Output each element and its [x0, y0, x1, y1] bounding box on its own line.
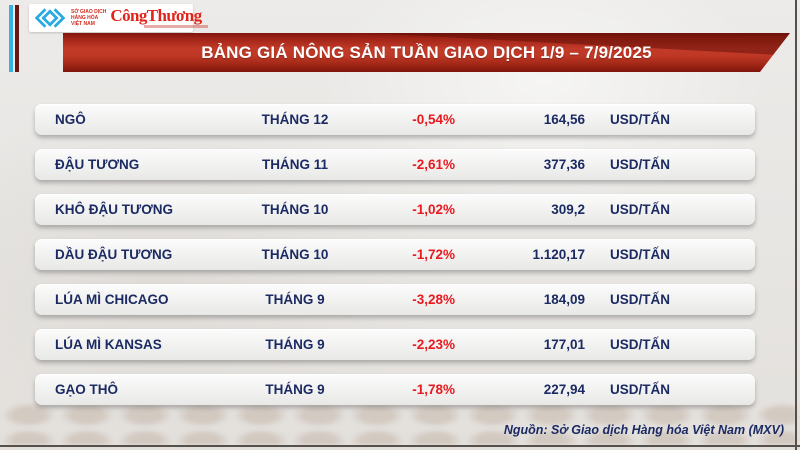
table-row: NGÔ THÁNG 12 -0,54% 164,56 USD/TẤN — [35, 104, 755, 135]
commodity-name: NGÔ — [55, 112, 86, 127]
table-row: KHÔ ĐẬU TƯƠNG THÁNG 10 -1,02% 309,2 USD/… — [35, 194, 755, 225]
background-grain-photo — [0, 402, 796, 445]
price-unit: USD/TẤN — [610, 112, 670, 127]
commodity-name: ĐẬU TƯƠNG — [55, 157, 140, 172]
price-value: 1.120,17 — [532, 247, 585, 262]
price-unit: USD/TẤN — [610, 292, 670, 307]
contract-month: THÁNG 10 — [261, 247, 329, 262]
table-row: LÚA MÌ CHICAGO THÁNG 9 -3,28% 184,09 USD… — [35, 284, 755, 315]
congthuong-tagline-bar — [144, 24, 209, 28]
left-accent-stripe-blue — [9, 5, 13, 72]
table-row: GẠO THÔ THÁNG 9 -1,78% 227,94 USD/TẤN — [35, 374, 755, 405]
congthuong-logo: CôngThương — [110, 5, 209, 28]
price-table: NGÔ THÁNG 12 -0,54% 164,56 USD/TẤN ĐẬU T… — [35, 104, 755, 419]
price-unit: USD/TẤN — [610, 337, 670, 352]
congthuong-logo-text: CôngThương — [110, 5, 202, 25]
price-value: 164,56 — [543, 112, 585, 127]
table-row: ĐẬU TƯƠNG THÁNG 11 -2,61% 377,36 USD/TẤN — [35, 149, 755, 180]
price-value: 309,2 — [551, 202, 585, 217]
contract-month: THÁNG 9 — [265, 292, 325, 307]
mxv-chevron-icon — [34, 8, 66, 28]
contract-month: THÁNG 9 — [265, 337, 325, 352]
price-value: 227,94 — [543, 382, 585, 397]
price-unit: USD/TẤN — [610, 382, 670, 397]
contract-month: THÁNG 10 — [261, 202, 329, 217]
page-title: BẢNG GIÁ NÔNG SẢN TUẦN GIAO DỊCH 1/9 – 7… — [201, 43, 652, 62]
mxv-logo-text: SỞ GIAO DỊCH HÀNG HÓA VIỆT NAM — [71, 9, 106, 27]
price-unit: USD/TẤN — [610, 247, 670, 262]
mxv-logo-line3: VIỆT NAM — [71, 21, 95, 27]
commodity-name: LÚA MÌ KANSAS — [55, 337, 162, 352]
title-banner: BẢNG GIÁ NÔNG SẢN TUẦN GIAO DỊCH 1/9 – 7… — [63, 33, 790, 72]
commodity-name: KHÔ ĐẬU TƯƠNG — [55, 202, 173, 217]
contract-month: THÁNG 9 — [265, 382, 325, 397]
logo-plate: SỞ GIAO DỊCH HÀNG HÓA VIỆT NAM CôngThươn… — [29, 4, 209, 32]
left-accent-stripe-maroon — [15, 5, 19, 72]
commodity-name: GẠO THÔ — [55, 382, 118, 397]
mxv-logo-line1: SỞ GIAO DỊCH — [71, 9, 107, 15]
commodity-name: DẦU ĐẬU TƯƠNG — [55, 247, 173, 262]
price-value: 184,09 — [543, 292, 585, 307]
frame-border-bottom — [0, 445, 800, 447]
table-row: DẦU ĐẬU TƯƠNG THÁNG 10 -1,72% 1.120,17 U… — [35, 239, 755, 270]
table-row: LÚA MÌ KANSAS THÁNG 9 -2,23% 177,01 USD/… — [35, 329, 755, 360]
frame-border-right — [795, 0, 797, 450]
change-percent: -1,78% — [412, 382, 455, 397]
change-percent: -2,61% — [412, 157, 455, 172]
price-value: 377,36 — [543, 157, 585, 172]
commodity-name: LÚA MÌ CHICAGO — [55, 292, 169, 307]
source-attribution: Nguồn: Sở Giao dịch Hàng hóa Việt Nam (M… — [503, 423, 784, 437]
contract-month: THÁNG 12 — [261, 112, 329, 127]
price-value: 177,01 — [543, 337, 585, 352]
mxv-logo-line2: HÀNG HÓA — [71, 15, 99, 21]
contract-month: THÁNG 11 — [261, 157, 329, 172]
change-percent: -0,54% — [412, 112, 455, 127]
price-unit: USD/TẤN — [610, 157, 670, 172]
change-percent: -3,28% — [412, 292, 455, 307]
price-unit: USD/TẤN — [610, 202, 670, 217]
change-percent: -1,72% — [412, 247, 455, 262]
change-percent: -2,23% — [412, 337, 455, 352]
change-percent: -1,02% — [412, 202, 455, 217]
